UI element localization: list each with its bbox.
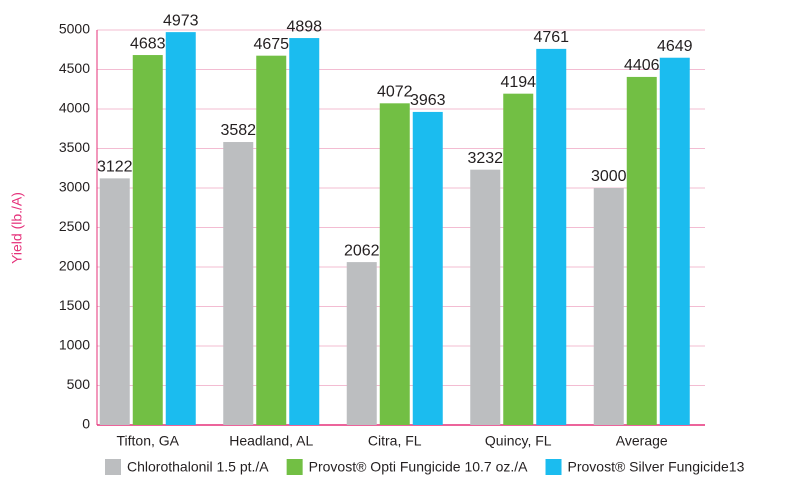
legend-swatch	[286, 459, 303, 475]
x-tick-label: Citra, FL	[368, 433, 422, 449]
y-axis-label: Yield (lb./A)	[9, 192, 25, 264]
value-label: 4072	[377, 84, 413, 101]
bar	[223, 142, 254, 425]
y-tick-label: 500	[67, 376, 91, 392]
legend-swatch	[545, 459, 562, 475]
bar	[503, 93, 534, 425]
value-label: 3232	[467, 150, 503, 167]
value-label: 3582	[220, 122, 256, 139]
y-tick-label: 3000	[59, 179, 90, 195]
bar	[536, 48, 567, 425]
value-label: 3122	[97, 159, 133, 176]
y-tick-label: 1000	[59, 337, 90, 353]
value-label: 3000	[591, 168, 627, 185]
x-tick-label: Quincy, FL	[485, 433, 552, 449]
x-tick-label: Headland, AL	[229, 433, 313, 449]
legend-label: Chlorothalonil 1.5 pt./A	[127, 459, 269, 475]
y-tick-label: 4000	[59, 100, 90, 116]
value-label: 4898	[286, 18, 322, 35]
bar	[470, 169, 501, 425]
x-tick-label: Tifton, GA	[116, 433, 179, 449]
bar	[99, 178, 130, 425]
bar	[346, 262, 377, 425]
value-label: 4406	[624, 57, 660, 74]
value-label: 2062	[344, 242, 380, 259]
legend-label: Provost® Silver Fungicide13	[568, 459, 745, 475]
bar	[593, 188, 624, 425]
y-tick-label: 4500	[59, 60, 90, 76]
value-label: 4683	[130, 35, 166, 52]
x-tick-label: Average	[616, 433, 668, 449]
legend-swatch	[105, 459, 121, 475]
y-tick-label: 3500	[59, 139, 90, 155]
legend-label: Provost® Opti Fungicide 10.7 oz./A	[309, 459, 529, 475]
bar	[165, 32, 196, 426]
bar	[132, 55, 163, 425]
y-tick-label: 0	[82, 416, 90, 432]
bar	[659, 57, 690, 425]
y-tick-label: 2500	[59, 218, 90, 234]
y-tick-label: 5000	[59, 21, 90, 37]
value-label: 4649	[657, 38, 693, 55]
value-label: 4675	[253, 36, 289, 53]
bar	[379, 103, 410, 425]
bar	[256, 55, 287, 426]
y-tick-label: 1500	[59, 297, 90, 313]
bar	[626, 76, 657, 426]
bar	[289, 38, 320, 426]
value-label: 4761	[533, 29, 569, 46]
y-tick-label: 2000	[59, 258, 90, 274]
value-label: 4194	[500, 74, 536, 91]
value-label: 3963	[410, 92, 446, 109]
value-label: 4973	[163, 12, 199, 29]
bar	[412, 111, 443, 425]
